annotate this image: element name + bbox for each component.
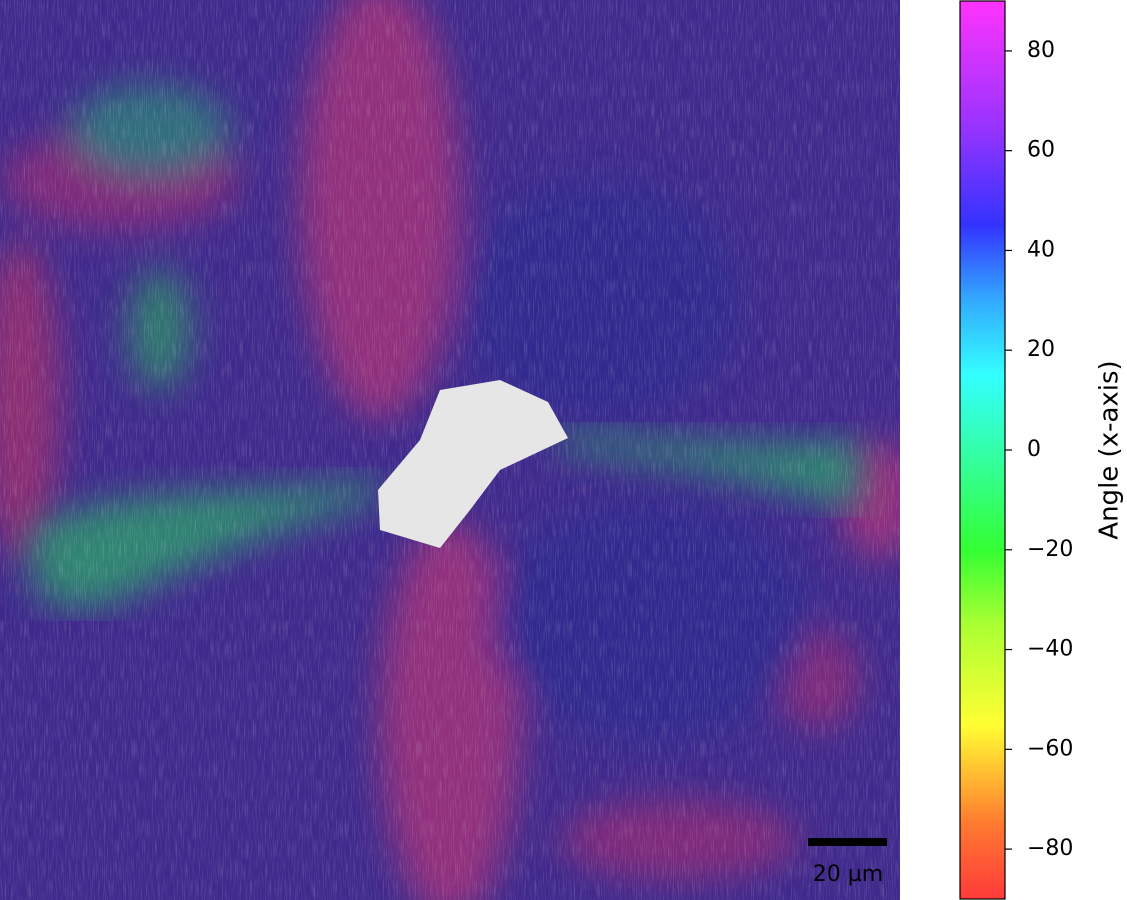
scale-bar-label: 20 µm (813, 862, 883, 887)
colorbar-tick-label: −40 (1027, 637, 1073, 662)
colorbar-tick-label: 0 (1027, 437, 1041, 462)
colorbar-tick-label: 40 (1027, 237, 1055, 262)
colorbar-tick-label: −60 (1027, 736, 1073, 761)
colorbar-tick-label: −20 (1027, 537, 1073, 562)
colorbar-label: Angle (x-axis) (1095, 360, 1125, 539)
colorbar-fill (959, 0, 1006, 900)
colorbar-tick-label: 80 (1027, 38, 1055, 63)
colorbar-tick-label: 60 (1027, 138, 1055, 163)
colorbar: −80 −60 −40 −20 0 20 40 60 80 (959, 0, 1073, 900)
colorbar-tick-label: −80 (1027, 836, 1073, 861)
microscopy-image (0, 0, 900, 900)
cell (378, 380, 568, 548)
colorbar-tick-label: 20 (1027, 337, 1055, 362)
